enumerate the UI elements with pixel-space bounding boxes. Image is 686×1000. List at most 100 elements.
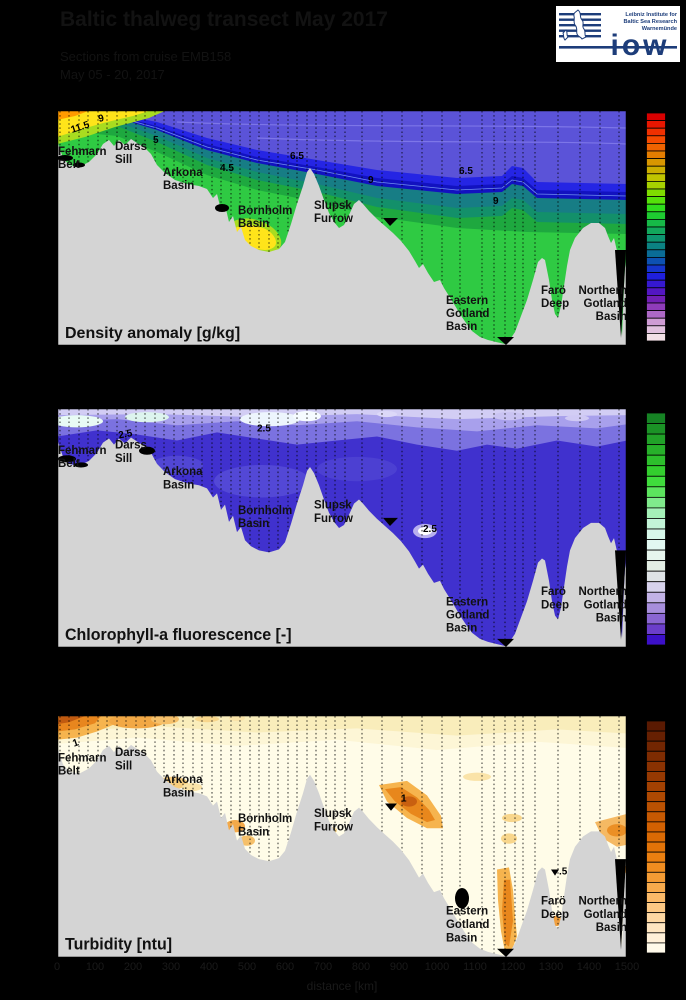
colorbar-segment [646,560,666,572]
colorbar-segment [646,325,666,334]
colorbar-segment [646,528,666,540]
place-label: Fehmarn [58,146,107,158]
colorbar-segment [646,518,666,530]
colorbar-segment [646,412,666,424]
panel-title-density: Density anomaly [g/kg] [65,325,240,342]
logo-text-line1: Leibniz Institute for [625,12,677,18]
colorbar-segment [646,922,666,934]
colorbar-segment [646,310,666,319]
place-label: Darss [115,440,147,452]
xaxis-label: distance [km] [306,979,378,993]
xaxis-tick: 900 [389,961,409,973]
colorbar-segment [646,634,666,646]
colorbar-segment [646,219,666,228]
colorbar-segment [646,272,666,281]
colorbar-segment [646,181,666,190]
colorbar-segment [646,279,666,289]
colorbar-segment [646,841,666,853]
colorbar-segment [646,120,666,129]
contour-label: 4.5 [220,163,234,174]
place-label: Basin [163,479,194,491]
colorbar-segment [646,158,666,167]
place-label: Farö [541,894,566,907]
place-label: Gotland [446,918,489,931]
xaxis-tick: 800 [351,961,371,973]
place-label: Eastern [446,295,488,307]
colorbar-segment [646,740,666,752]
place-label: Deep [541,298,569,310]
place-label: Belt [58,458,80,470]
xaxis-tick-row: 0 100 200 300 400 500 600 700 800 900 1000 1100 1200… [53,961,639,975]
colorbar-segment [646,287,666,296]
colorbar-segment [646,203,666,213]
seafloor-markers [58,446,626,647]
colorbar-segment [646,861,666,873]
seafloor-markers [385,803,626,957]
contour-label: 6.5 [290,151,304,162]
colorbar-turbidity-svg [646,720,666,954]
place-label: Northern [579,586,627,598]
colorbar-segment [646,892,666,903]
place-label: Gotland [446,308,489,320]
colorbar-segment [646,801,666,813]
place-label: Basin [163,180,194,192]
xaxis-tick: 0 [53,961,61,973]
place-label: Basin [446,321,477,333]
place-label: Slupsk [314,500,352,512]
panel-title-chlorophyll: Chlorophyll-a fluorescence [-] [65,626,292,644]
place-label: Furrow [314,213,353,225]
colorbar-segment [646,256,666,266]
place-label: Gotland [446,609,489,621]
place-label: Basin [596,921,627,934]
place-label: Arkona [163,466,203,478]
colorbar-segment [646,465,666,477]
colorbar-segment [646,135,666,144]
colorbar-segment [646,188,666,197]
place-label: Basin [238,825,269,838]
place-label: Gotland [584,908,627,921]
xaxis-tick: 1300 [538,961,564,973]
figure-subtitle: Sections from cruise EMB158 May 05 - 20,… [60,48,231,84]
contour-labels: 2.5 2.5 2.5 [118,423,438,535]
colorbar-segment [646,142,666,152]
colorbar-segment [646,791,666,803]
place-labels: FehmarnBeltDarssSillArkonaBasinBornholmB… [58,141,627,333]
colorbar-segment [646,196,666,205]
place-label: Darss [115,141,147,153]
colorbar-segment [646,570,666,583]
place-label: Fehmarn [58,751,107,764]
place-label: Eastern [446,596,488,608]
colorbar-segment [646,317,666,327]
colorbar-segment [646,902,666,914]
colorbar-segment [646,912,666,924]
turbidity-max-dot [455,887,469,909]
chlorophyll-section-plot: 2.5 2.52.5 FehmarnBeltDarssSillArkonaBasi… [51,406,629,650]
seafloor-markers [57,155,626,345]
colorbar-segment [646,942,666,954]
colorbar-chlorophyll [645,412,667,651]
colorbar-turbidity [645,720,667,959]
colorbar-segment [646,507,666,519]
colorbar-segment [646,264,666,273]
contour-label: 2.5 [257,423,271,434]
place-label: Basin [163,786,194,799]
colorbar-density-svg [646,112,666,342]
colorbar-segment [646,720,666,732]
contour-label: 2.5 [118,428,134,441]
colorbar-segment [646,932,666,944]
place-label: Bornholm [238,812,292,825]
figure-subtitle-line1: Sections from cruise EMB158 [60,49,232,64]
contour-label: 9 [493,196,499,207]
colorbar-segment [646,881,666,893]
place-label: Farö [541,285,566,297]
panel-title-turbidity: Turbidity [ntu] [65,936,172,954]
place-label: Bornholm [238,505,292,517]
xaxis-tick: 1000 [424,961,450,973]
place-label: Bornholm [238,205,292,217]
contour-label: 9 [368,175,374,186]
colorbar-segment [646,433,666,446]
xaxis-tick: 500 [237,961,257,973]
colorbar-segment [646,821,666,833]
colorbar-segment [646,241,666,251]
